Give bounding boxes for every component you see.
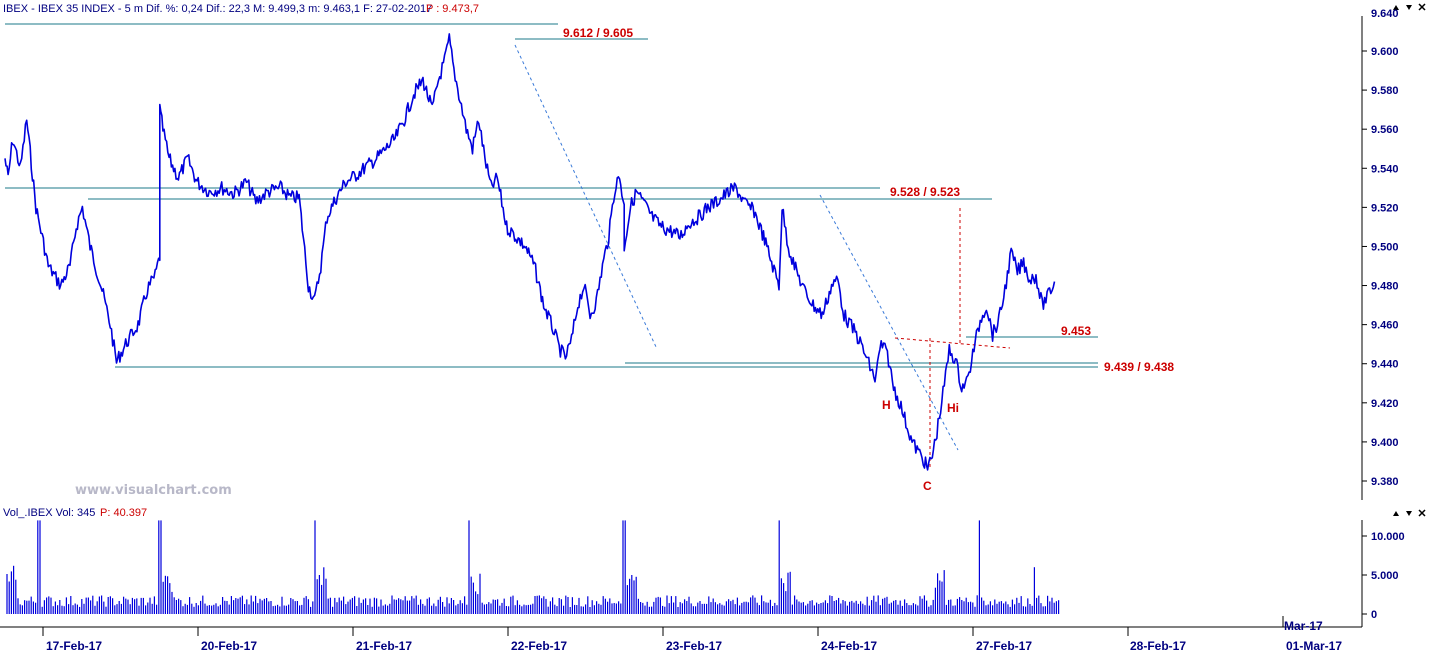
price-tick-label: 9.480 — [1371, 281, 1399, 293]
x-tick-label: 21-Feb-17 — [356, 639, 412, 652]
price-tick-label: 9.460 — [1371, 320, 1399, 332]
x-tick-label: 23-Feb-17 — [666, 639, 722, 652]
scroll-down-icon[interactable] — [1406, 5, 1412, 10]
price-tick-label: 9.400 — [1371, 437, 1399, 449]
annotation-9439: 9.439 / 9.438 — [1104, 360, 1174, 374]
neckline — [894, 337, 1011, 349]
price-y-ticks: 9.380 9.400 9.420 9.440 9.460 9.480 9.500 9.520… — [1362, 8, 1399, 488]
x-tick-label: 28-Feb-17 — [1130, 639, 1186, 652]
x-tick-label: 27-Feb-17 — [976, 639, 1032, 652]
label-c: C — [923, 479, 932, 493]
trend-line-1 — [514, 44, 658, 350]
annotations: 9.612 / 9.605 9.528 / 9.523 9.453 9.439 … — [563, 26, 1174, 493]
trend-line-2 — [819, 194, 959, 451]
close-panel-icon[interactable] — [1418, 509, 1426, 517]
volume-tick-label: 10.000 — [1371, 531, 1405, 543]
volume-panel-buttons — [1393, 509, 1426, 517]
x-ticks: 17-Feb-17 20-Feb-17 21-Feb-17 22-Feb-17 23-F… — [42, 616, 1342, 652]
volume-tick-label: 5.000 — [1371, 570, 1399, 582]
volume-bars — [6, 520, 1060, 614]
level-lines — [5, 23, 1098, 368]
price-tick-label: 9.600 — [1371, 46, 1399, 58]
scroll-down-icon[interactable] — [1406, 511, 1412, 516]
scroll-up-icon[interactable] — [1393, 511, 1399, 516]
pattern-lines — [894, 208, 1011, 470]
price-info-text: IBEX - IBEX 35 INDEX - 5 m Dif. %: 0,24 … — [3, 3, 432, 15]
x-tick-label: 01-Mar-17 — [1286, 639, 1342, 652]
x-tick-label: 24-Feb-17 — [821, 639, 877, 652]
volume-header: Vol_.IBEX Vol: 345 P: 40.397 — [3, 507, 147, 519]
volume-y-ticks: 0 5.000 10.000 — [1362, 531, 1405, 621]
price-tick-label: 9.380 — [1371, 476, 1399, 488]
watermark: www.visualchart.com — [75, 483, 232, 498]
annotation-9528: 9.528 / 9.523 — [890, 185, 960, 199]
annotation-9612: 9.612 / 9.605 — [563, 26, 633, 40]
price-tick-label: 9.440 — [1371, 359, 1399, 371]
x-tick-label: 22-Feb-17 — [511, 639, 567, 652]
price-line — [4, 33, 1056, 471]
close-panel-icon[interactable] — [1418, 3, 1426, 11]
volume-tick-label: 0 — [1371, 609, 1377, 621]
price-tick-label: 9.560 — [1371, 124, 1399, 136]
x-tick-label: 20-Feb-17 — [201, 639, 257, 652]
price-tick-label: 9.580 — [1371, 85, 1399, 97]
label-h: H — [882, 398, 891, 412]
trend-lines — [514, 44, 959, 451]
scroll-up-icon[interactable] — [1393, 5, 1399, 10]
annotation-9453: 9.453 — [1061, 324, 1091, 338]
volume-info-text: Vol_.IBEX Vol: 345 — [3, 507, 95, 519]
price-tick-label: 9.500 — [1371, 241, 1399, 253]
x-tick-label: Mar-17 — [1284, 619, 1323, 633]
price-tick-label: 9.540 — [1371, 163, 1399, 175]
price-tick-label: 9.640 — [1371, 8, 1399, 20]
price-last-text: P : 9.473,7 — [426, 3, 479, 15]
price-panel-buttons — [1393, 3, 1426, 11]
price-header: IBEX - IBEX 35 INDEX - 5 m Dif. %: 0,24 … — [3, 3, 479, 15]
price-tick-label: 9.420 — [1371, 398, 1399, 410]
price-tick-label: 9.520 — [1371, 202, 1399, 214]
volume-last-text: P: 40.397 — [100, 507, 147, 519]
label-hi: Hi — [947, 401, 959, 415]
x-tick-label: 17-Feb-17 — [46, 639, 102, 652]
